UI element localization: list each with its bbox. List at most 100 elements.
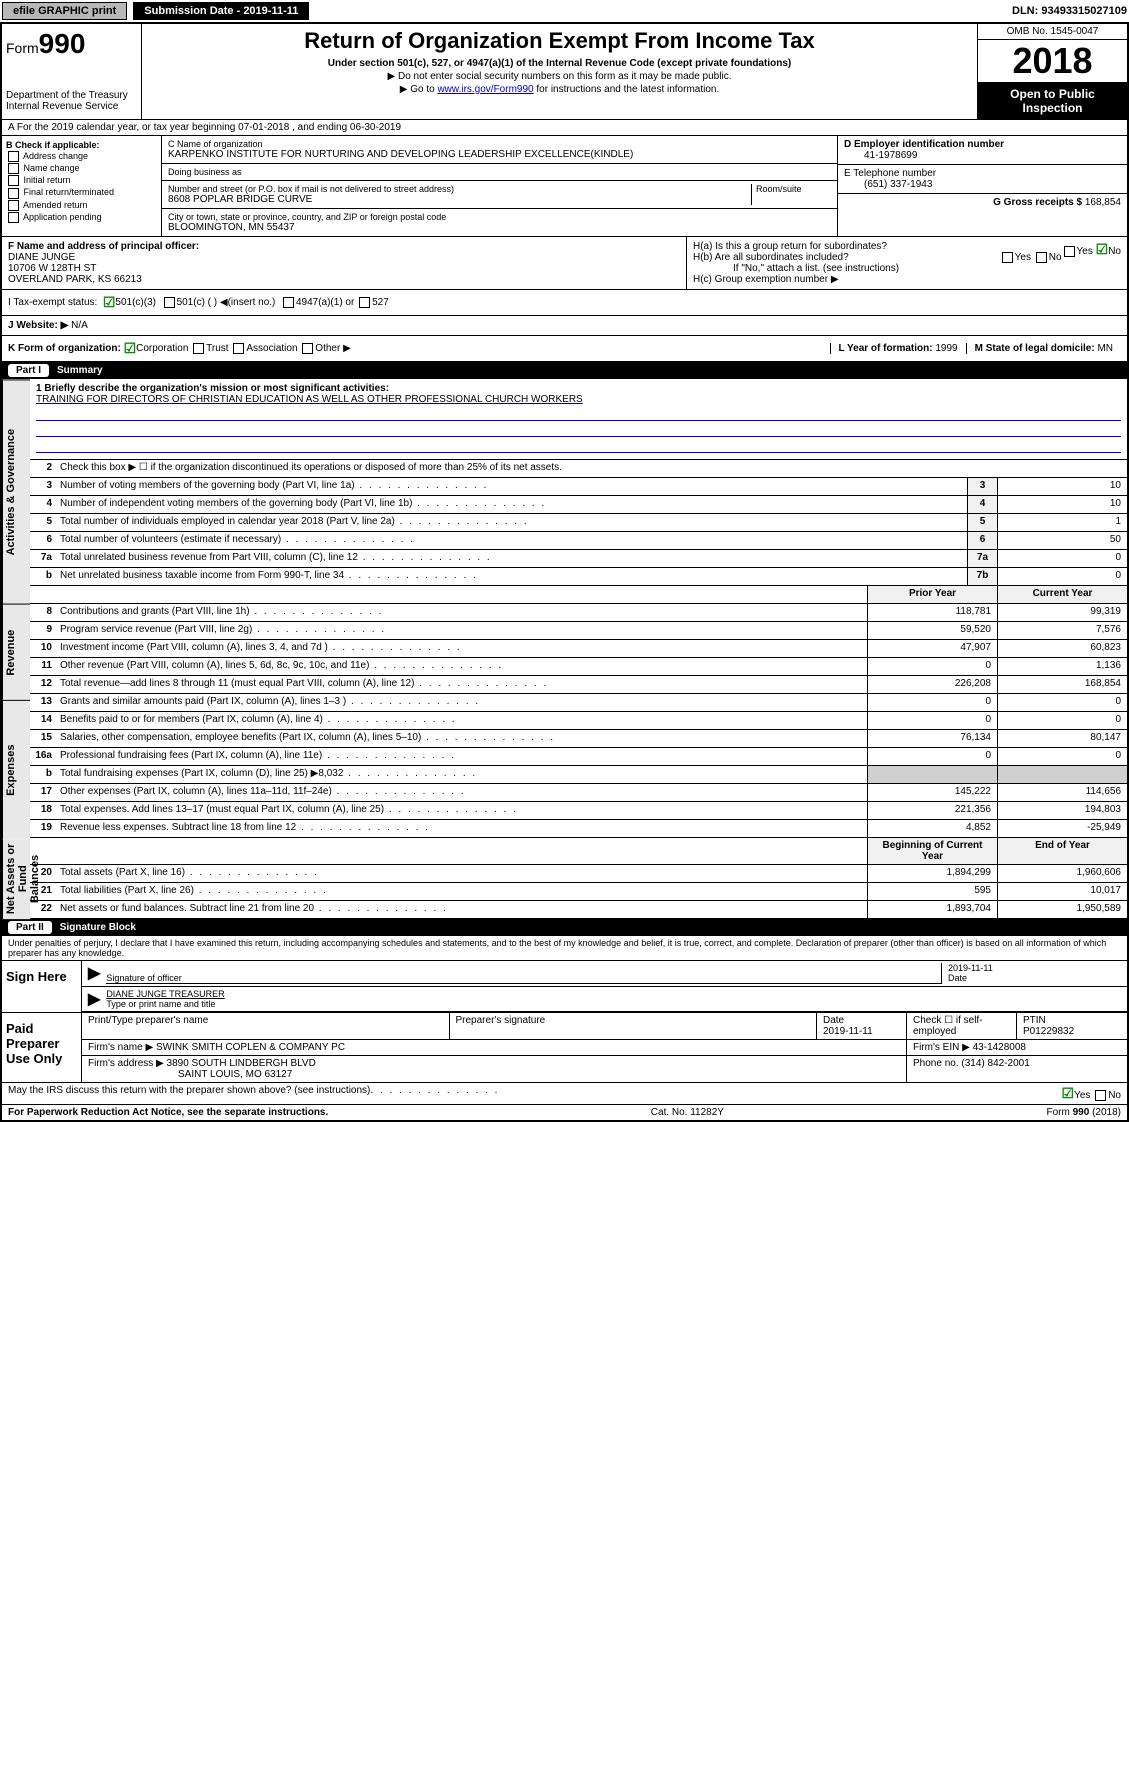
check-501c[interactable] (164, 297, 175, 308)
footer-left: For Paperwork Reduction Act Notice, see … (8, 1107, 328, 1118)
website-label: J Website: ▶ (8, 320, 68, 331)
sig-date-label: Date (948, 973, 967, 983)
sig-name: DIANE JUNGE TREASURER (106, 989, 224, 999)
line-4: 4Number of independent voting members of… (30, 496, 1127, 514)
header-right: OMB No. 1545-0047 2018 Open to Public In… (977, 24, 1127, 119)
firm-ein: 43-1428008 (973, 1042, 1026, 1053)
perjury-text: Under penalties of perjury, I declare th… (2, 936, 1127, 960)
check-4947[interactable] (283, 297, 294, 308)
check-app-pending[interactable]: Application pending (6, 212, 157, 223)
form-container: Form990 Department of the Treasury Inter… (0, 22, 1129, 1122)
ein-label: D Employer identification number (844, 139, 1004, 150)
check-name-change[interactable]: Name change (6, 163, 157, 174)
firm-addr-label: Firm's address ▶ (88, 1058, 164, 1069)
section-h: H(a) Is this a group return for subordin… (687, 237, 1127, 289)
officer-label: F Name and address of principal officer: (8, 241, 199, 252)
self-employed-label: Check ☐ if self-employed (913, 1015, 983, 1037)
dept-label: Department of the Treasury Internal Reve… (6, 90, 137, 112)
check-final-return[interactable]: Final return/terminated (6, 187, 157, 198)
phone-label: E Telephone number (844, 168, 936, 179)
paid-preparer-section: Paid Preparer Use Only Print/Type prepar… (2, 1012, 1127, 1082)
gross-receipts-label: G Gross receipts $ (993, 197, 1082, 208)
line-17: 17Other expenses (Part IX, column (A), l… (30, 784, 1127, 802)
firm-ein-label: Firm's EIN ▶ (913, 1042, 970, 1053)
line-12: 12Total revenue—add lines 8 through 11 (… (30, 676, 1127, 694)
website-value: N/A (71, 320, 88, 331)
paid-date: 2019-11-11 (823, 1026, 873, 1037)
omb-number: OMB No. 1545-0047 (978, 24, 1127, 40)
officer-name: DIANE JUNGE (8, 252, 75, 263)
dln-label: DLN: 93493315027109 (1012, 5, 1127, 17)
check-assoc[interactable] (233, 343, 244, 354)
col-header-row: Prior Year Current Year (30, 586, 1127, 604)
ha-label: H(a) Is this a group return for subordin… (693, 241, 887, 252)
part1-header: Part I Summary (2, 362, 1127, 379)
part2-header: Part II Signature Block (2, 919, 1127, 936)
summary-lines: 1 Briefly describe the organization's mi… (30, 379, 1127, 919)
section-f: F Name and address of principal officer:… (2, 237, 687, 289)
part1-title: Summary (57, 365, 103, 376)
check-corp[interactable]: ☑ (124, 340, 137, 357)
efile-button[interactable]: efile GRAPHIC print (2, 2, 127, 20)
city-value: BLOOMINGTON, MN 55437 (168, 222, 831, 233)
opt-trust: Trust (206, 343, 228, 354)
state-label: M State of legal domicile: (975, 343, 1095, 354)
form-note-1: ▶ Do not enter social security numbers o… (146, 71, 973, 82)
mission-label: 1 Briefly describe the organization's mi… (36, 383, 389, 394)
submission-date-button[interactable]: Submission Date - 2019-11-11 (133, 2, 309, 20)
hb-note: If "No," attach a list. (see instruction… (693, 263, 1121, 274)
officer-street: 10706 W 128TH ST (8, 263, 96, 274)
line-6: 6Total number of volunteers (estimate if… (30, 532, 1127, 550)
check-address-change[interactable]: Address change (6, 151, 157, 162)
check-initial-return[interactable]: Initial return (6, 175, 157, 186)
year-formation-label: L Year of formation: (839, 343, 933, 354)
part1-label: Part I (8, 364, 49, 377)
paid-label: Paid Preparer Use Only (2, 1013, 82, 1082)
part2-title: Signature Block (60, 922, 136, 933)
firm-phone-label: Phone no. (913, 1058, 959, 1069)
check-501c3[interactable]: ☑ (103, 294, 116, 311)
opt-corp: Corporation (136, 343, 188, 354)
form-subtitle: Under section 501(c), 527, or 4947(a)(1)… (146, 58, 973, 69)
opt-assoc: Association (246, 343, 297, 354)
check-other[interactable] (302, 343, 313, 354)
end-year-header: End of Year (997, 838, 1127, 864)
line-13: 13Grants and similar amounts paid (Part … (30, 694, 1127, 712)
firm-name-label: Firm's name ▶ (88, 1042, 153, 1053)
check-527[interactable] (359, 297, 370, 308)
opt-527: 527 (372, 297, 389, 308)
footer-mid: Cat. No. 11282Y (651, 1107, 724, 1118)
mission-block: 1 Briefly describe the organization's mi… (30, 379, 1127, 460)
line-16a: 16aProfessional fundraising fees (Part I… (30, 748, 1127, 766)
check-trust[interactable] (193, 343, 204, 354)
dba-label: Doing business as (168, 167, 831, 177)
officer-city: OVERLAND PARK, KS 66213 (8, 274, 142, 285)
check-amended[interactable]: Amended return (6, 200, 157, 211)
line-b: bNet unrelated business taxable income f… (30, 568, 1127, 586)
discuss-text: May the IRS discuss this return with the… (8, 1085, 370, 1102)
paid-date-label: Date (823, 1015, 844, 1026)
tax-year: 2018 (978, 40, 1127, 83)
hc-label: H(c) Group exemption number ▶ (693, 274, 1121, 285)
opt-other: Other ▶ (315, 343, 350, 354)
line-9: 9Program service revenue (Part VIII, lin… (30, 622, 1127, 640)
section-b-label: B Check if applicable: (6, 140, 100, 150)
hb-label: H(b) Are all subordinates included? (693, 252, 849, 263)
arrow-icon: ▶ (88, 963, 100, 984)
col-header-row-2: Beginning of Current Year End of Year (30, 838, 1127, 865)
firm-addr: 3890 SOUTH LINDBERGH BLVD (167, 1058, 316, 1069)
org-name-label: C Name of organization (168, 139, 831, 149)
line-15: 15Salaries, other compensation, employee… (30, 730, 1127, 748)
header-left: Form990 Department of the Treasury Inter… (2, 24, 142, 119)
line-14: 14Benefits paid to or for members (Part … (30, 712, 1127, 730)
irs-link[interactable]: www.irs.gov/Form990 (437, 84, 533, 95)
line-3: 3Number of voting members of the governi… (30, 478, 1127, 496)
part2-label: Part II (8, 921, 52, 934)
prep-name-label: Print/Type preparer's name (88, 1015, 208, 1026)
prior-year-header: Prior Year (867, 586, 997, 603)
tax-status-label: I Tax-exempt status: (8, 297, 97, 308)
section-bcdefg: B Check if applicable: Address change Na… (2, 136, 1127, 237)
phone-value: (651) 337-1943 (864, 179, 932, 190)
firm-phone: (314) 842-2001 (961, 1058, 1029, 1069)
line-7a: 7aTotal unrelated business revenue from … (30, 550, 1127, 568)
